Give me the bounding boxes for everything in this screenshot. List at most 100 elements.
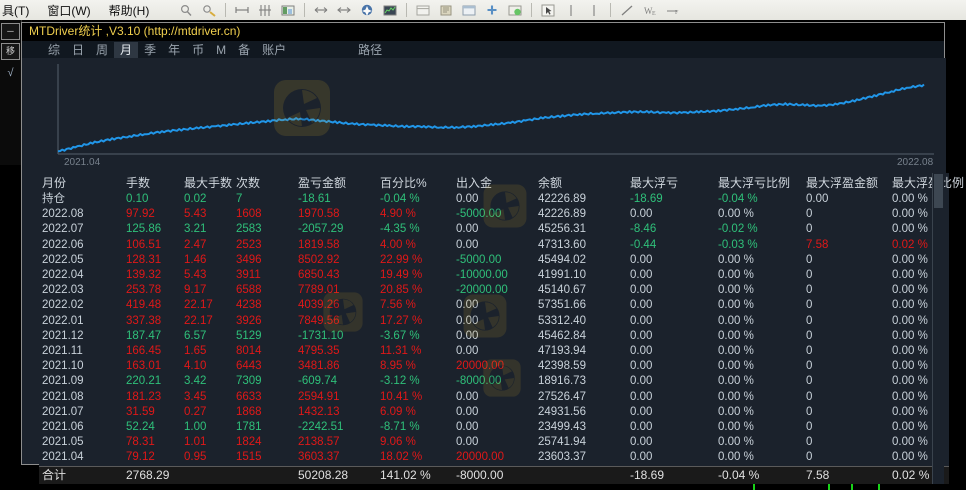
table-cell: 0.00 %: [718, 436, 754, 449]
col-month[interactable]: 月份: [42, 176, 67, 190]
indicator-icon[interactable]: [383, 4, 397, 17]
col-profit-amount[interactable]: 盈亏金额: [298, 176, 347, 190]
tab-weekly[interactable]: 周: [96, 42, 109, 57]
arrow-label-icon[interactable]: F: [666, 4, 680, 17]
table-cell: 0: [806, 299, 813, 312]
zoom-out-icon[interactable]: [179, 4, 193, 17]
col-balance[interactable]: 余额: [538, 176, 563, 190]
auto-scroll-icon[interactable]: [508, 4, 522, 17]
table-cell: 20000.00: [456, 360, 504, 373]
table-cell: 45140.67: [538, 284, 586, 297]
scrollbar-thumb[interactable]: [934, 174, 943, 208]
table-cell: -10000.00: [456, 269, 508, 282]
table-cell: -3.12 %: [380, 375, 420, 388]
table-cell: 0.00 %: [892, 360, 928, 373]
table-cell: -8.71 %: [380, 421, 420, 434]
table-cell: 2022.08: [42, 208, 84, 221]
tab-path[interactable]: 路径: [358, 42, 383, 57]
new-chart-icon[interactable]: [462, 4, 476, 17]
tab-overall[interactable]: 综: [48, 42, 61, 57]
menu-help[interactable]: 帮助(H): [108, 3, 150, 18]
checkmark-icon[interactable]: √: [7, 67, 14, 79]
table-cell: 22.99 %: [380, 253, 423, 266]
table-row[interactable]: 持仓 0.10 0.02 7 -18.61 -0.04 % 0.00 42226.89 -18.…: [39, 192, 949, 208]
tab-currency[interactable]: 币: [192, 42, 205, 57]
col-deposit[interactable]: 出入金: [456, 176, 493, 190]
table-cell: -0.02 %: [718, 223, 758, 236]
table-row[interactable]: 2021.12 187.47 6.57 5129 -1731.10 -3.67 % 0.00…: [39, 328, 949, 345]
table-row[interactable]: 2021.11 166.45 1.65 8014 4795.35 11.31 % 0.00 4…: [39, 344, 949, 360]
compass-icon[interactable]: [360, 4, 374, 17]
table-row[interactable]: 2022.01 337.38 22.17 3926 7849.56 17.27 % 0.00…: [39, 313, 949, 329]
table-cell: 253.78: [126, 284, 162, 297]
tab-quarterly[interactable]: 季: [144, 42, 157, 57]
move-icon[interactable]: 移: [1, 43, 20, 60]
add-icon[interactable]: [485, 4, 499, 17]
table-row[interactable]: 2021.10 163.01 4.10 6443 3481.86 8.95 % 20000.…: [39, 359, 949, 375]
table-row[interactable]: 2021.04 79.12 0.95 1515 3603.37 18.02 % 20000.…: [39, 450, 949, 467]
os-menu-bar[interactable]: 具(T) 窗口(W) 帮助(H): [0, 2, 149, 19]
table-row[interactable]: 2022.04 139.32 5.43 3911 6850.43 19.49 % -1000…: [39, 268, 949, 284]
table-row[interactable]: 2022.05 128.31 1.46 3496 8502.92 22.99 % -5000…: [39, 252, 949, 269]
col-percent[interactable]: 百分比%: [380, 176, 427, 190]
table-cell: 7.58: [806, 238, 829, 251]
col-max-floating-profit-ratio[interactable]: 最大浮盈比例: [892, 176, 965, 190]
trendline-icon[interactable]: [620, 4, 634, 17]
menu-window[interactable]: 窗口(W): [47, 3, 91, 18]
background-window-line: [878, 460, 880, 490]
properties-icon[interactable]: [439, 4, 453, 17]
col-max-floating-loss[interactable]: 最大浮亏: [630, 176, 679, 190]
horizontal-scale-icon[interactable]: [235, 4, 249, 17]
tab-yearly[interactable]: 年: [168, 42, 181, 57]
chart-window-icon[interactable]: [281, 4, 295, 17]
menu-tools[interactable]: 具(T): [2, 3, 30, 18]
table-cell: 3.42: [184, 375, 207, 388]
tab-monthly[interactable]: 月: [114, 41, 139, 58]
template-icon[interactable]: [416, 4, 430, 17]
tab-account[interactable]: 账户: [262, 42, 287, 57]
table-row[interactable]: 2021.07 31.59 0.27 1868 1432.13 6.09 % 0.00 249…: [39, 404, 949, 421]
table-cell: 419.48: [126, 299, 162, 312]
table-cell: 0: [806, 208, 813, 221]
table-cell: 1819.58: [298, 238, 340, 251]
table-row[interactable]: 2021.08 181.23 3.45 6633 2594.91 10.41 % 0.00 2…: [39, 389, 949, 405]
table-cell: 1868: [236, 405, 262, 418]
table-cell: 4.00 %: [380, 238, 416, 251]
table-row[interactable]: 2021.09 220.21 3.42 7309 -609.74 -3.12 % -8000…: [39, 374, 949, 390]
minimize-icon[interactable]: ─: [1, 23, 20, 40]
col-lots[interactable]: 手数: [126, 176, 151, 190]
table-row[interactable]: 2022.07 125.86 3.21 2583 -2057.29 -4.35 % 0.00…: [39, 222, 949, 238]
crosshair-icon[interactable]: [564, 4, 578, 17]
table-cell: 0.00 %: [718, 405, 754, 418]
arrows-expand-icon[interactable]: [337, 4, 352, 17]
table-row[interactable]: 2021.06 52.24 1.00 1781 -2242.51 -8.71 % 0.00 2…: [39, 420, 949, 436]
table-cell: 0: [806, 269, 813, 282]
table-cell: 2021.11: [42, 345, 83, 358]
table-cell: 8.95 %: [380, 360, 416, 373]
table-cell: 27526.47: [538, 390, 586, 403]
vertical-line-icon[interactable]: [587, 4, 601, 17]
cursor-icon[interactable]: [541, 4, 555, 17]
col-max-floating-profit[interactable]: 最大浮盈金额: [806, 176, 879, 190]
table-cell: 0.00: [456, 223, 479, 236]
arrows-horizontal-icon[interactable]: [314, 4, 328, 17]
table-cell: 139.32: [126, 269, 162, 282]
table-cell: 0.00 %: [892, 299, 928, 312]
table-scrollbar[interactable]: [932, 173, 944, 484]
table-row[interactable]: 2022.08 97.92 5.43 1608 1970.58 4.90 % -5000.0…: [39, 207, 949, 223]
col-trades[interactable]: 次数: [236, 176, 261, 190]
table-row[interactable]: 2022.06 106.51 2.47 2523 1819.58 4.00 % 0.00 47…: [39, 237, 949, 253]
equity-chart: 2021.04 2022.08: [22, 58, 946, 173]
table-row[interactable]: 2022.02 419.48 22.17 4238 4039.26 7.56 % 0.00 5…: [39, 298, 949, 314]
table-row[interactable]: 2021.05 78.31 1.01 1824 2138.57 9.06 % 0.00 257…: [39, 435, 949, 451]
vertical-grid-icon[interactable]: [258, 4, 272, 17]
zoom-pencil-icon[interactable]: [202, 4, 216, 17]
table-cell: 0.00 %: [718, 284, 754, 297]
col-max-floating-loss-ratio[interactable]: 最大浮亏比例: [718, 176, 791, 190]
table-row[interactable]: 2022.03 253.78 9.17 6588 7789.01 20.85 % -2000…: [39, 283, 949, 299]
tab-daily[interactable]: 日: [72, 42, 85, 57]
tab-comment[interactable]: 备: [238, 42, 251, 57]
tab-magic[interactable]: M: [216, 42, 227, 57]
col-max-lots[interactable]: 最大手数: [184, 176, 233, 190]
